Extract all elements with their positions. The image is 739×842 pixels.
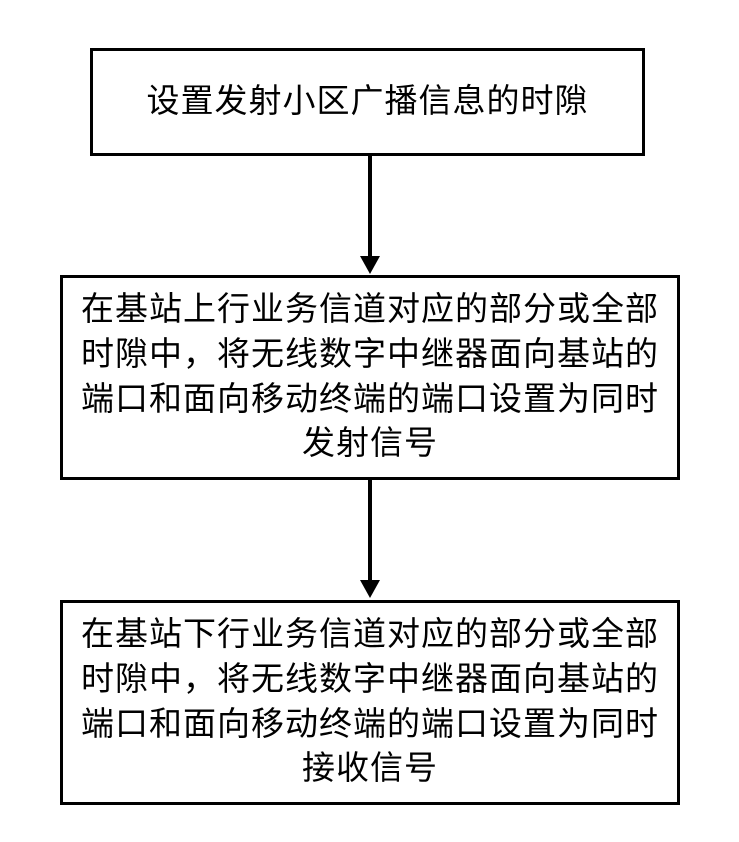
flowchart-arrow-1-line xyxy=(368,156,372,256)
flowchart-container: 设置发射小区广播信息的时隙 在基站上行业务信道对应的部分或全部时隙中，将无线数字… xyxy=(0,0,739,842)
flowchart-node-2: 在基站上行业务信道对应的部分或全部时隙中，将无线数字中继器面向基站的端口和面向移… xyxy=(60,275,680,480)
flowchart-node-3: 在基站下行业务信道对应的部分或全部时隙中，将无线数字中继器面向基站的端口和面向移… xyxy=(60,600,680,805)
flowchart-arrow-2-line xyxy=(368,480,372,580)
flowchart-arrow-2-head xyxy=(360,580,380,598)
flowchart-node-1-text: 设置发射小区广播信息的时隙 xyxy=(147,80,589,125)
flowchart-node-3-text: 在基站下行业务信道对应的部分或全部时隙中，将无线数字中继器面向基站的端口和面向移… xyxy=(81,613,659,791)
flowchart-node-1: 设置发射小区广播信息的时隙 xyxy=(90,48,645,156)
flowchart-arrow-1-head xyxy=(360,256,380,274)
flowchart-node-2-text: 在基站上行业务信道对应的部分或全部时隙中，将无线数字中继器面向基站的端口和面向移… xyxy=(81,288,659,466)
